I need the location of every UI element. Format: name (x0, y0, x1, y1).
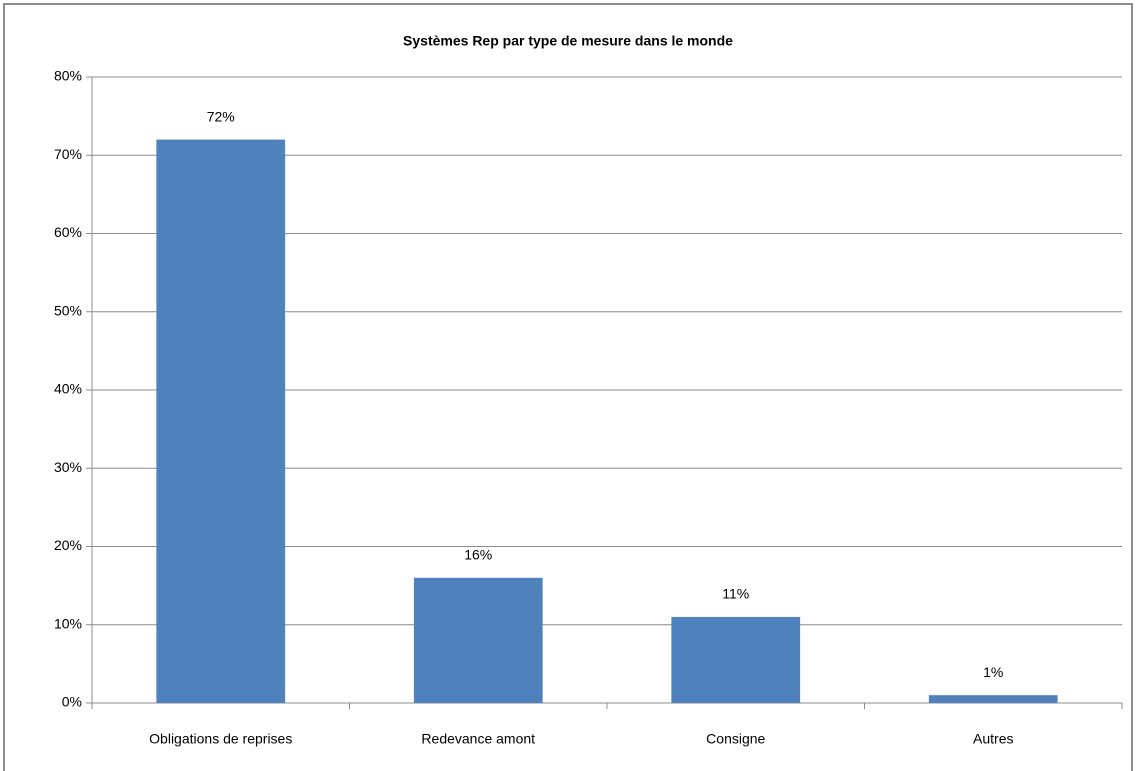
x-tick-label: Autres (973, 731, 1013, 747)
y-tick-label: 50% (54, 302, 82, 318)
bar (156, 139, 286, 704)
data-label: 16% (464, 547, 492, 563)
y-tick-label: 30% (54, 459, 82, 475)
y-tick-label: 70% (54, 146, 82, 162)
y-tick-label: 10% (54, 615, 82, 631)
x-tick-label: Redevance amont (421, 731, 535, 747)
x-tick-label: Obligations de reprises (149, 731, 292, 747)
bar (413, 577, 543, 703)
x-tick-label: Consigne (706, 731, 765, 747)
data-label: 11% (722, 586, 749, 602)
y-tick-label: 40% (54, 381, 82, 397)
bar (928, 695, 1058, 703)
data-label: 72% (207, 108, 235, 124)
data-label: 1% (983, 664, 1003, 680)
bar (671, 616, 801, 703)
y-tick-label: 60% (54, 224, 82, 240)
y-tick-label: 80% (54, 68, 82, 84)
y-tick-label: 0% (62, 694, 82, 710)
y-tick-label: 20% (54, 537, 82, 553)
chart-title: Systèmes Rep par type de mesure dans le … (403, 33, 733, 49)
